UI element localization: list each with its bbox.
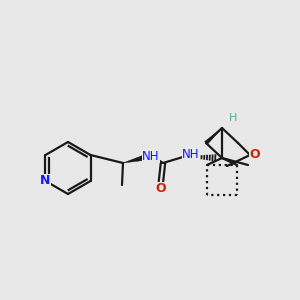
Text: NH: NH: [182, 148, 200, 161]
Text: NH: NH: [142, 149, 160, 163]
Polygon shape: [123, 156, 144, 163]
Text: O: O: [250, 148, 260, 161]
Text: H: H: [229, 113, 237, 123]
Polygon shape: [205, 128, 222, 145]
Text: N: N: [40, 175, 51, 188]
Text: O: O: [156, 182, 166, 196]
